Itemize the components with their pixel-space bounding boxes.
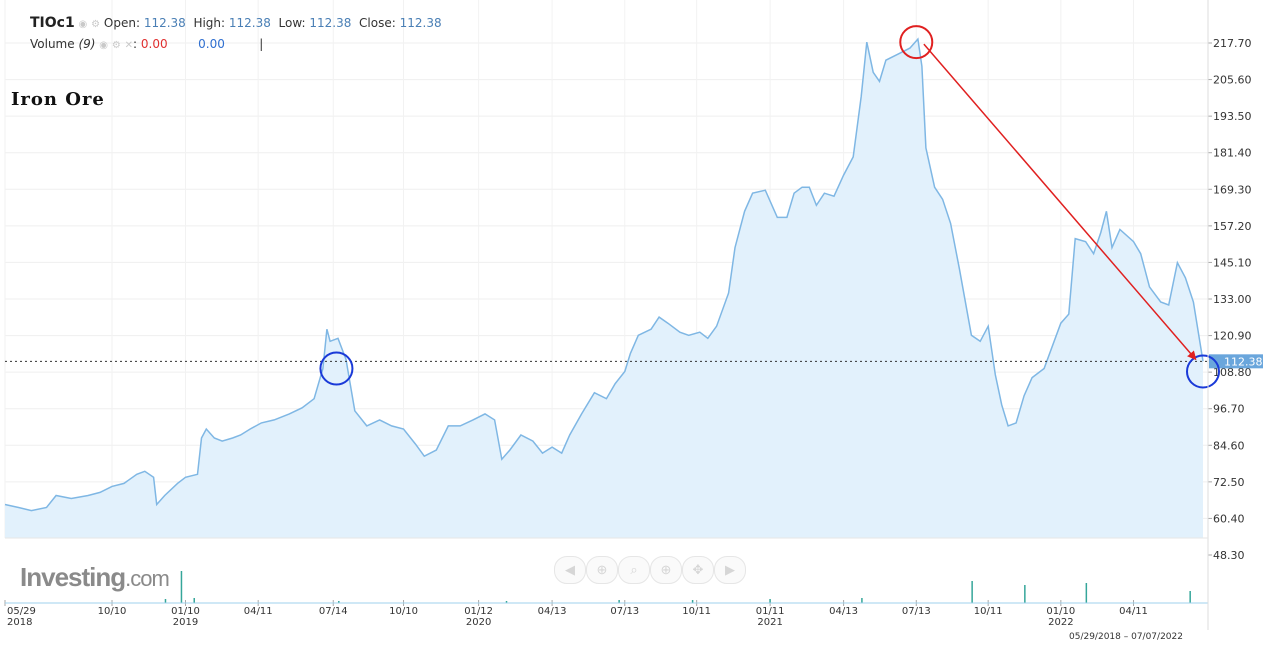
y-tick-label: 72.50	[1213, 476, 1245, 489]
eye-icon[interactable]: ◉	[99, 40, 109, 51]
investing-logo: Investing.com	[20, 562, 170, 593]
blue-circle-marker	[1186, 354, 1220, 389]
volume-bar	[193, 598, 195, 603]
x-tick-year: 2019	[173, 617, 198, 628]
price-area-fill	[5, 39, 1203, 538]
y-tick-label: 120.90	[1213, 330, 1252, 343]
y-tick-label: 96.70	[1213, 403, 1245, 416]
volume-bar	[971, 581, 973, 603]
low-label: Low:	[278, 16, 306, 30]
annotation-title: Iron Ore	[11, 89, 105, 110]
y-tick-label: 84.60	[1213, 439, 1245, 452]
open-value: 112.38	[143, 16, 186, 30]
close-value: 112.38	[399, 16, 442, 30]
scroll-right-button[interactable]: ▶	[714, 556, 746, 584]
y-tick-label: 217.70	[1213, 37, 1252, 50]
close-icon[interactable]: ✕	[124, 40, 134, 51]
open-label: Open:	[103, 16, 140, 30]
symbol-label: TIOc1	[30, 15, 75, 31]
x-tick-label: 10/11	[682, 606, 711, 617]
x-tick-label: 10/11	[974, 606, 1003, 617]
gear-icon[interactable]: ⚙	[91, 19, 101, 30]
y-tick-label: 48.30	[1213, 549, 1245, 562]
y-tick-label: 169.30	[1213, 183, 1252, 196]
cursor-mark: |	[259, 37, 264, 51]
volume-period: (9)	[78, 37, 96, 51]
eye-icon[interactable]: ◉	[78, 19, 88, 30]
y-tick-label: 193.50	[1213, 110, 1252, 123]
x-tick-label: 01/10	[1046, 606, 1075, 617]
y-axis: 217.70 205.60 193.50 181.40 169.30 157.20 145.…	[1208, 37, 1252, 562]
price-tag-label: 112.38	[1224, 355, 1263, 368]
y-tick-label: 108.80	[1213, 366, 1252, 379]
x-tick-label: 04/13	[538, 606, 567, 617]
red-circle-marker	[899, 25, 934, 60]
zoom-out-button[interactable]: ⊕	[586, 556, 618, 584]
date-range: 05/29/2018 – 07/07/2022	[1069, 632, 1183, 642]
volume-bar	[691, 600, 694, 603]
red-arrow	[923, 43, 1197, 361]
x-tick-label: 01/11	[756, 606, 785, 617]
blue-circle-marker	[319, 351, 354, 386]
y-tick-label: 157.20	[1213, 220, 1252, 233]
x-tick-label: 04/11	[1119, 606, 1148, 617]
x-tick-label: 07/13	[610, 606, 639, 617]
high-label: High:	[193, 16, 226, 30]
volume-value-2: 0.00	[198, 37, 225, 51]
scroll-left-button[interactable]: ◀	[554, 556, 586, 584]
annotations	[319, 25, 1220, 389]
x-tick-label: 07/14	[319, 606, 348, 617]
volume-bar	[338, 601, 340, 603]
volume-bar	[1085, 583, 1088, 603]
y-tick-label: 60.40	[1213, 512, 1245, 525]
volume-bar	[618, 600, 620, 603]
x-tick-year: 2018	[7, 617, 32, 628]
volume-bars	[5, 571, 1208, 604]
volume-bar	[180, 571, 183, 603]
volume-bar	[769, 599, 771, 603]
y-tick-label: 145.10	[1213, 256, 1252, 269]
low-value: 112.38	[309, 16, 352, 30]
close-label: Close:	[359, 16, 396, 30]
volume-bar	[164, 599, 167, 603]
zoom-in-button[interactable]: ⊕	[650, 556, 682, 584]
volume-label: Volume	[30, 37, 75, 51]
volume-bar	[861, 598, 863, 603]
x-tick-label: 05/29	[7, 606, 36, 617]
x-tick-label: 10/10	[389, 606, 418, 617]
volume-bar	[1189, 591, 1191, 603]
x-tick-label: 04/13	[829, 606, 858, 617]
logo-suffix: .com	[125, 566, 170, 591]
volume-bar	[1024, 585, 1026, 603]
zoom-reset-button[interactable]: ⌕	[618, 556, 650, 584]
x-tick-label: 10/10	[98, 606, 127, 617]
x-tick-label: 04/11	[244, 606, 273, 617]
logo-text: Investing	[20, 562, 126, 592]
y-tick-label: 181.40	[1213, 147, 1252, 160]
last-price-tag: 112.38	[1209, 354, 1263, 369]
x-tick-year: 2022	[1048, 617, 1073, 628]
price-line	[4, 37, 1204, 512]
x-tick-label: 01/10	[171, 606, 200, 617]
volume-bar	[505, 601, 508, 603]
x-tick-label: 07/13	[902, 606, 931, 617]
chart-header: TIOc1 ◉ ⚙ Open: 112.38 High: 112.38 Low:…	[30, 15, 442, 31]
x-tick-year: 2021	[757, 617, 782, 628]
gear-icon[interactable]: ⚙	[111, 40, 121, 51]
volume-header: Volume (9) ◉ ⚙ ✕: 0.00 0.00 |	[30, 37, 264, 51]
x-tick-label: 01/12	[464, 606, 493, 617]
x-tick-year: 2020	[466, 617, 491, 628]
y-tick-label: 133.00	[1213, 293, 1252, 306]
price-tag-box	[1209, 354, 1263, 369]
high-value: 112.38	[228, 16, 271, 30]
y-tick-label: 205.60	[1213, 74, 1252, 87]
pan-button[interactable]: ✥	[682, 556, 714, 584]
volume-value: 0.00	[140, 37, 168, 51]
